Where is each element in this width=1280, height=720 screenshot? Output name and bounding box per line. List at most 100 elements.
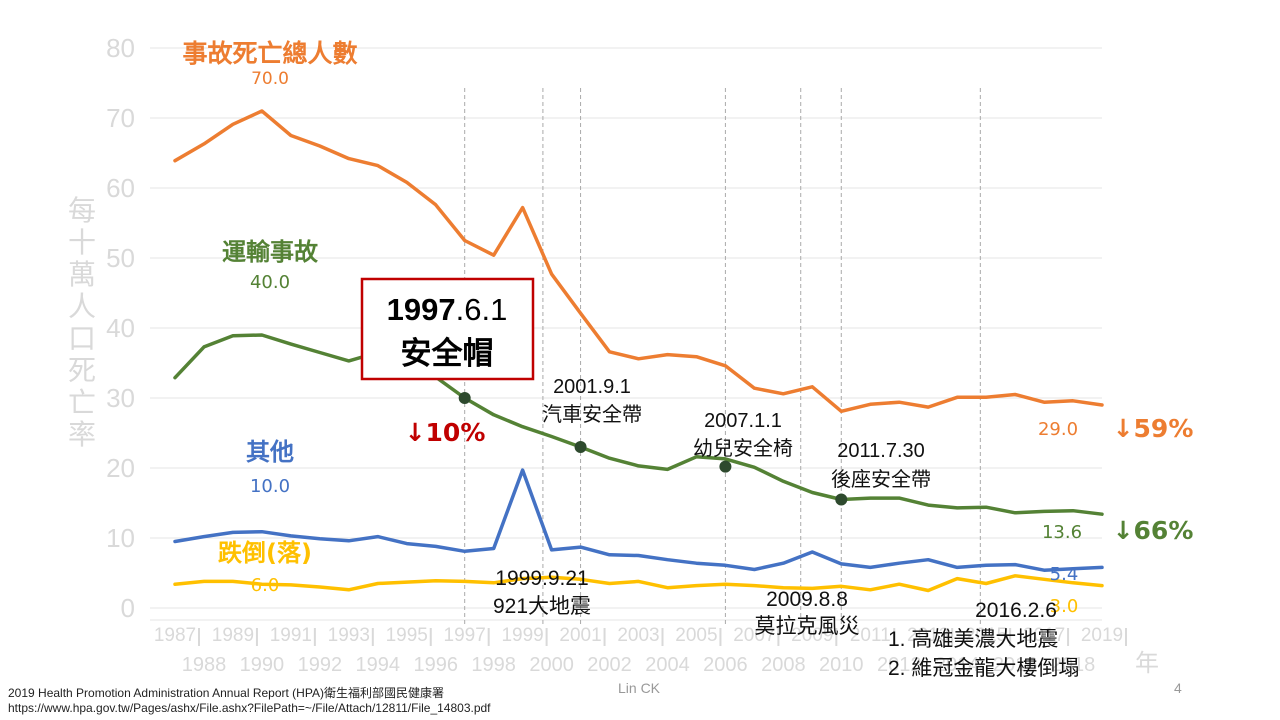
- y-tick-label: 50: [106, 243, 135, 273]
- change-label-transport: ↓66%: [1113, 516, 1194, 545]
- x-tick-label-even: 2016: [993, 654, 1038, 676]
- y-axis-label-char: 萬: [68, 258, 96, 291]
- y-axis-label-char: 率: [68, 418, 96, 451]
- series-value-transport: 40.0: [250, 272, 290, 293]
- series-value-total: 70.0: [251, 69, 289, 89]
- x-tick-label-even: 2002: [587, 654, 632, 676]
- x-tick-label-even: 1996: [413, 654, 458, 676]
- end-value-total: 29.0: [1038, 419, 1078, 440]
- y-tick-label: 10: [106, 523, 135, 553]
- end-value-transport: 13.6: [1042, 522, 1082, 543]
- end-value-other: 5.4: [1050, 564, 1079, 585]
- y-axis-label-char: 死: [68, 354, 96, 387]
- event-1999-date: 1999.9.21: [495, 567, 588, 590]
- series-line-1: [173, 333, 1104, 516]
- event-annotations: 1999.9.21 921大地震 2001.9.1 汽車安全帶 2007.1.1…: [493, 376, 1079, 680]
- y-tick-label: 60: [106, 173, 135, 203]
- x-tick-label-odd: 2005: [675, 625, 717, 646]
- event-markers: [458, 392, 848, 506]
- x-tick-label-even: 2008: [761, 654, 806, 676]
- event-2001-desc: 汽車安全帶: [542, 403, 642, 426]
- x-tick-label-odd: 1987: [154, 625, 196, 646]
- x-tick-label-odd: 2019: [1081, 625, 1123, 646]
- series-lines: [173, 109, 1104, 593]
- y-tick-label: 80: [106, 33, 135, 63]
- event-marker: [458, 392, 471, 404]
- gridlines: [150, 47, 1102, 621]
- event-2011-desc: 後座安全帶: [831, 468, 931, 491]
- y-axis-label-char: 人: [68, 290, 96, 323]
- series-name-falls: 跌倒(落): [218, 539, 312, 567]
- change-label-total: ↓59%: [1113, 414, 1194, 443]
- x-tick-label-even: 1988: [182, 654, 227, 676]
- series-name-total: 事故死亡總人數: [182, 39, 357, 68]
- x-tick-label-even: 2000: [529, 654, 574, 676]
- x-axis-label-text: 年: [1135, 649, 1159, 677]
- x-tick-label-even: 2010: [819, 654, 864, 676]
- x-tick-label-odd: 2011: [850, 625, 891, 646]
- y-tick-label: 20: [106, 453, 135, 483]
- author-label: Lin CK: [618, 680, 661, 696]
- source-line-2[interactable]: https://www.hpa.gov.tw/Pages/ashx/File.a…: [8, 701, 491, 715]
- source-line-1: 2019 Health Promotion Administration Ann…: [8, 686, 444, 700]
- series-name-transport: 運輸事故: [222, 238, 319, 266]
- event-2009-date: 2009.8.8: [766, 588, 848, 611]
- helmet-title: 安全帽: [401, 336, 494, 372]
- event-lines: [464, 88, 981, 625]
- series-name-other: 其他: [246, 438, 294, 466]
- series-line-3: [173, 574, 1104, 593]
- helmet-date: 1997.6.1: [387, 292, 508, 327]
- y-tick-label: 0: [121, 593, 135, 623]
- x-tick-label-odd: 2017: [1023, 625, 1065, 646]
- x-tick-label-odd: 2009: [791, 625, 833, 646]
- y-tick-label: 40: [106, 313, 135, 343]
- x-tick-label-even: 2014: [935, 654, 980, 676]
- event-2001-date: 2001.9.1: [553, 376, 631, 398]
- event-1999-desc: 921大地震: [493, 595, 591, 618]
- page-number: 4: [1174, 680, 1182, 696]
- x-tick-label-even: 1994: [356, 654, 401, 676]
- x-tick-label-odd: 1999: [501, 625, 543, 646]
- series-value-falls: 6.0: [251, 575, 280, 596]
- x-tick-label-odd: 2007: [733, 625, 775, 646]
- y-tick-label: 70: [106, 103, 135, 133]
- event-2011-date: 2011.7.30: [837, 440, 925, 462]
- x-tick-label-even: 1992: [298, 654, 343, 676]
- y-axis-label-char: 十: [68, 226, 96, 259]
- y-axis-label-char: 口: [68, 322, 96, 355]
- series-line-2: [173, 468, 1104, 572]
- event-2016-item-2: 2. 維冠金龍大樓倒塌: [888, 657, 1079, 680]
- event-2007-date: 2007.1.1: [704, 410, 782, 432]
- series-value-other: 10.0: [250, 476, 290, 497]
- helmet-annotation-box: [360, 277, 535, 381]
- y-axis-label-char: 每: [68, 194, 96, 227]
- x-tick-label-odd: 1991: [270, 625, 312, 646]
- event-marker: [719, 460, 732, 473]
- series-line-0: [173, 109, 1104, 414]
- helmet-date-bold: 1997: [387, 292, 456, 327]
- x-tick-label-even: 1990: [240, 654, 285, 676]
- x-tick-label-even: 2006: [703, 654, 748, 676]
- event-marker: [574, 441, 587, 453]
- event-2009-desc: 莫拉克風災: [755, 615, 860, 638]
- x-tick-labels: 1987 1989 1991 1993 1995 1997 1999 2001 2003 2005…: [154, 625, 1127, 676]
- x-tick-label-odd: 1993: [328, 625, 370, 646]
- event-2016-date: 2016.2.6: [975, 599, 1057, 622]
- y-tick-labels: 0 10 20 30 40 50 60 70 80: [106, 33, 135, 623]
- x-tick-label-even: 2004: [645, 654, 690, 676]
- y-tick-label: 30: [106, 383, 135, 413]
- x-tick-label-odd: 2015: [965, 625, 1007, 646]
- x-tick-label-odd: 2013: [907, 625, 949, 646]
- x-axis-label: 年: [1135, 649, 1159, 677]
- x-tick-label-even: 1998: [471, 654, 516, 676]
- y-axis-label-char: 亡: [68, 386, 96, 419]
- event-2007-desc: 幼兒安全椅: [693, 437, 793, 460]
- x-tick-label-even: 2018: [1051, 654, 1096, 676]
- end-value-falls: 3.0: [1050, 596, 1079, 617]
- x-tick-label-odd: 1995: [386, 625, 428, 646]
- event-marker: [835, 493, 848, 506]
- x-tick-label-odd: 2003: [617, 625, 659, 646]
